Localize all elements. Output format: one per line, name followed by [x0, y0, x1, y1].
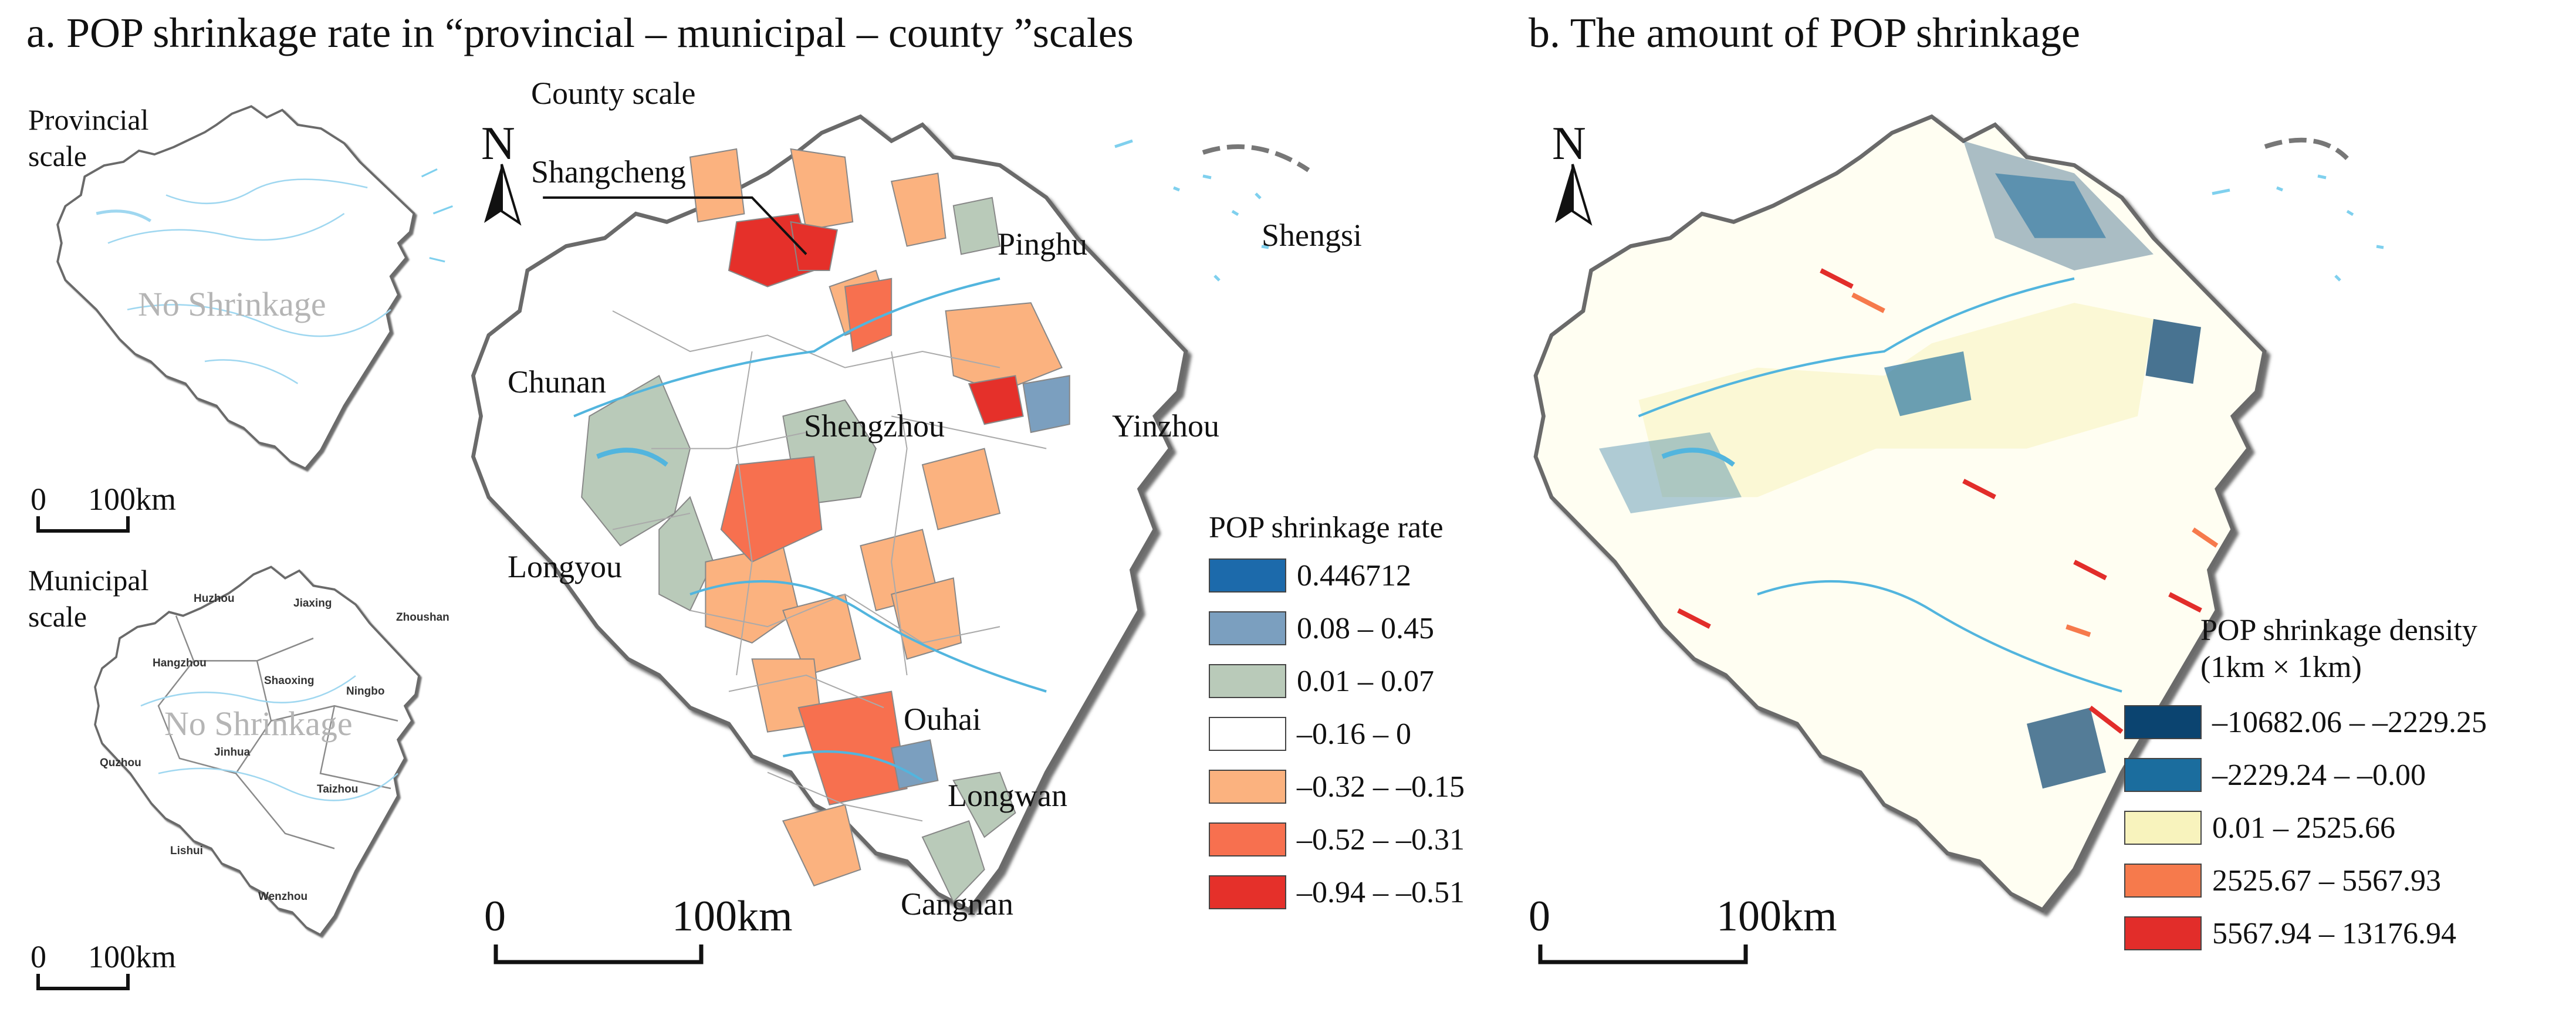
city-label: Taizhou [317, 783, 359, 795]
panel-b-title: b. The amount of POP shrinkage [1529, 9, 2080, 56]
municipal-label-1: Municipal [28, 564, 149, 597]
legend-swatch [1209, 717, 1286, 751]
legend-label: –0.94 – –0.51 [1297, 875, 1465, 909]
place-shengsi: Shengsi [1262, 218, 1363, 253]
city-label: Ningbo [346, 685, 385, 698]
city-label: Jinhua [214, 746, 251, 759]
legend-swatch [2124, 864, 2202, 898]
north-letter-density: N [1552, 118, 1586, 170]
north-arrow-density [1555, 164, 1593, 226]
legend-item: –2229.24 – –0.00 [2124, 757, 2426, 793]
density-scale-end: 100km [1716, 892, 1837, 940]
legend-label: –0.32 – –0.15 [1297, 770, 1465, 804]
provincial-scale-zero: 0 [31, 482, 46, 517]
north-letter-county: N [481, 118, 515, 170]
provincial-scale-end: 100km [88, 482, 177, 517]
city-label: Quzhou [100, 757, 141, 769]
legend-swatch [1209, 611, 1286, 645]
panel-a-title: a. POP shrinkage rate in “provincial – m… [26, 9, 1134, 56]
place-cangnan: Cangnan [901, 886, 1013, 922]
density-scale-zero: 0 [1529, 892, 1550, 940]
provincial-label-2: scale [28, 140, 87, 172]
legend-swatch [1209, 558, 1286, 593]
city-label: Zhoushan [396, 611, 449, 624]
legend-swatch [2124, 916, 2202, 950]
place-yinzhou: Yinzhou [1112, 408, 1219, 444]
legend-swatch [1209, 875, 1286, 909]
legend-label: –2229.24 – –0.00 [2212, 758, 2426, 792]
city-label: Hangzhou [153, 657, 207, 669]
legend-swatch [2124, 705, 2202, 739]
city-label: Huzhou [194, 593, 235, 605]
provincial-no-shrinkage: No Shrinkage [138, 285, 326, 323]
municipal-no-shrinkage: No Shrinkage [164, 705, 353, 743]
city-label: Lishui [170, 845, 203, 857]
legend-label: 0.01 – 2525.66 [2212, 811, 2395, 845]
legend-a-title: POP shrinkage rate [1209, 511, 1443, 544]
legend-swatch [1209, 770, 1286, 804]
legend-item: 2525.67 – 5567.93 [2124, 862, 2441, 899]
legend-item: –0.94 – –0.51 [1209, 874, 1465, 910]
legend-swatch [2124, 758, 2202, 792]
legend-label: 2525.67 – 5567.93 [2212, 864, 2441, 898]
density-map [1536, 117, 2264, 910]
place-ouhai: Ouhai [904, 702, 981, 737]
municipal-scale-end: 100km [88, 939, 177, 974]
legend-item: –0.32 – –0.15 [1209, 769, 1465, 805]
city-label: Jiaxing [293, 597, 332, 610]
legend-item: 0.446712 [1209, 557, 1411, 594]
place-pinghu: Pinghu [998, 226, 1088, 262]
city-label: Wenzhou [258, 891, 308, 903]
place-chunan: Chunan [508, 364, 606, 400]
municipal-label-2: scale [28, 600, 87, 633]
place-longyou: Longyou [508, 549, 622, 584]
legend-label: –10682.06 – –2229.25 [2212, 705, 2487, 739]
legend-item: 0.01 – 0.07 [1209, 663, 1434, 699]
place-shengzhou: Shengzhou [804, 408, 945, 444]
county-map [473, 117, 1185, 910]
legend-label: 0.01 – 0.07 [1297, 664, 1434, 698]
legend-label: 0.08 – 0.45 [1297, 611, 1434, 645]
legend-item: 0.08 – 0.45 [1209, 610, 1434, 646]
place-longwan: Longwan [948, 778, 1067, 813]
legend-item: 5567.94 – 13176.94 [2124, 915, 2456, 952]
provincial-label-1: Provincial [28, 103, 149, 136]
legend-b-title-1: POP shrinkage density [2200, 614, 2477, 647]
county-scale-end: 100km [672, 892, 793, 940]
municipal-map [94, 566, 420, 936]
legend-swatch [1209, 664, 1286, 698]
legend-item: 0.01 – 2525.66 [2124, 810, 2395, 846]
north-arrow-county [484, 164, 522, 226]
legend-label: 5567.94 – 13176.94 [2212, 916, 2456, 950]
municipal-scale-zero: 0 [31, 939, 46, 974]
legend-label: 0.446712 [1297, 558, 1411, 593]
county-scale-zero: 0 [484, 892, 506, 940]
legend-label: –0.52 – –0.31 [1297, 822, 1465, 856]
legend-item: –10682.06 – –2229.25 [2124, 704, 2487, 740]
provincial-map [56, 105, 454, 470]
place-shangcheng: Shangcheng [531, 154, 686, 189]
city-label: Shaoxing [264, 675, 315, 687]
legend-item: –0.52 – –0.31 [1209, 821, 1465, 858]
legend-b-title-2: (1km × 1km) [2200, 651, 2362, 684]
legend-label: –0.16 – 0 [1297, 717, 1411, 751]
legend-swatch [2124, 811, 2202, 845]
legend-item: –0.16 – 0 [1209, 716, 1411, 752]
legend-swatch [1209, 822, 1286, 856]
county-scale-label: County scale [531, 76, 696, 111]
